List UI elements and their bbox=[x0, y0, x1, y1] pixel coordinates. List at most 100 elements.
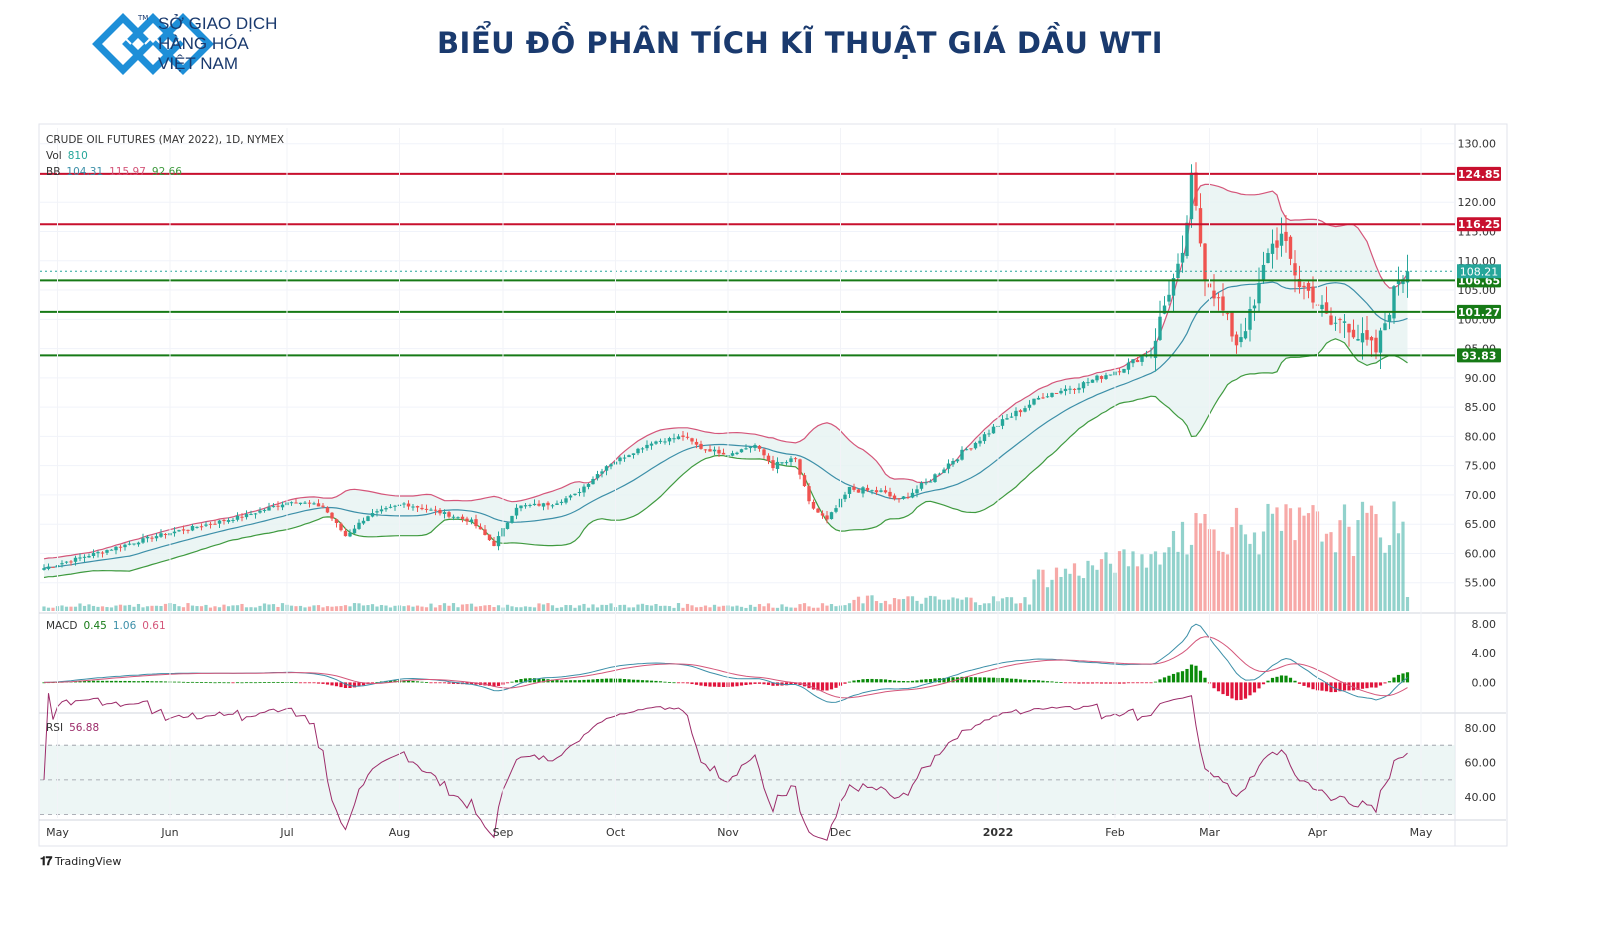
volume-bar bbox=[199, 606, 204, 611]
candle-body bbox=[1185, 222, 1189, 257]
volume-bar bbox=[100, 606, 105, 611]
volume-bar bbox=[483, 605, 487, 611]
tradingview-brand[interactable]: 𝟏𝟕 TradingView bbox=[40, 854, 121, 869]
volume-bar bbox=[1104, 552, 1108, 611]
bollinger-upper-line bbox=[43, 183, 1408, 560]
candle-body bbox=[271, 506, 276, 508]
candle-body bbox=[244, 514, 249, 518]
macd-histogram-bar bbox=[114, 680, 118, 683]
candle-body bbox=[717, 449, 721, 454]
volume-bar bbox=[622, 604, 627, 611]
candle-body bbox=[541, 503, 546, 507]
macd-histogram-bar bbox=[645, 680, 649, 683]
candle-body bbox=[564, 498, 568, 503]
macd-histogram-bar bbox=[978, 677, 982, 683]
volume-bar bbox=[96, 606, 100, 611]
candle-body bbox=[528, 504, 532, 506]
macd-histogram-bar bbox=[492, 682, 496, 687]
macd-histogram-bar bbox=[1266, 680, 1270, 683]
candle bbox=[1311, 276, 1315, 309]
macd-histogram-bar bbox=[1117, 682, 1122, 684]
candle-body bbox=[217, 520, 222, 524]
volume-bar bbox=[105, 607, 109, 611]
macd-histogram-bar bbox=[829, 682, 834, 690]
candle-body bbox=[312, 503, 316, 505]
candle bbox=[46, 563, 51, 571]
volume-bar bbox=[1095, 569, 1099, 611]
candle-body bbox=[1239, 337, 1243, 343]
candle bbox=[654, 440, 658, 445]
candle bbox=[919, 481, 924, 491]
candle bbox=[276, 501, 280, 511]
macd-histogram-bar bbox=[1036, 680, 1041, 683]
candle-body bbox=[1320, 304, 1324, 310]
candle bbox=[982, 431, 987, 444]
candle bbox=[357, 519, 361, 530]
macd-histogram-bar bbox=[1221, 682, 1225, 695]
macd-histogram-bar bbox=[1216, 682, 1221, 692]
candle bbox=[847, 486, 852, 499]
macd-histogram-bar bbox=[888, 679, 892, 683]
candle bbox=[910, 488, 915, 499]
macd-histogram-bar bbox=[163, 681, 168, 683]
volume-bar bbox=[744, 607, 748, 611]
candle bbox=[523, 503, 528, 509]
volume-bar bbox=[771, 607, 775, 611]
candle-body bbox=[330, 512, 334, 519]
candle bbox=[375, 508, 379, 517]
macd-histogram-bar bbox=[415, 681, 420, 683]
volume-bar bbox=[847, 603, 852, 611]
volume-bar bbox=[721, 605, 726, 611]
volume-bar bbox=[870, 595, 874, 611]
candle-body bbox=[478, 526, 483, 530]
volume-bar bbox=[829, 604, 834, 611]
candle-body bbox=[1225, 313, 1230, 315]
volume-bar bbox=[370, 604, 375, 611]
candle-body bbox=[537, 503, 541, 506]
macd-histogram-bar bbox=[1275, 676, 1279, 683]
macd-histogram-bar bbox=[1261, 682, 1266, 685]
macd-histogram-bar bbox=[721, 682, 726, 687]
macd-histogram-bar bbox=[933, 678, 937, 683]
candle bbox=[1243, 317, 1248, 340]
candle bbox=[208, 521, 213, 529]
candle bbox=[1117, 368, 1122, 376]
candle bbox=[816, 507, 820, 514]
macd-histogram-bar bbox=[924, 679, 928, 683]
candle-body bbox=[190, 526, 195, 531]
support-level-label: 101.27 bbox=[1458, 306, 1500, 319]
volume-bar bbox=[717, 606, 721, 611]
candle-body bbox=[438, 509, 442, 514]
candle-body bbox=[1180, 252, 1185, 263]
macd-histogram-bar bbox=[199, 682, 204, 683]
candle-body bbox=[339, 523, 343, 531]
macd-histogram-bar bbox=[487, 682, 492, 687]
macd-histogram-bar bbox=[690, 682, 694, 685]
volume-bar bbox=[496, 605, 501, 611]
macd-histogram-bar bbox=[964, 676, 969, 683]
volume-bar bbox=[1063, 568, 1068, 611]
candle-body bbox=[834, 508, 838, 512]
price-tick-label: 75.00 bbox=[1465, 460, 1497, 473]
macd-histogram-bar bbox=[960, 676, 964, 683]
candle bbox=[1288, 235, 1293, 266]
candle bbox=[829, 511, 834, 520]
volume-bar bbox=[514, 607, 519, 611]
candle-body bbox=[1023, 408, 1027, 412]
volume-bar bbox=[1392, 501, 1396, 611]
candle-body bbox=[906, 496, 910, 498]
volume-bar bbox=[294, 606, 298, 611]
volume-bar bbox=[555, 607, 559, 611]
candle-body bbox=[100, 552, 105, 554]
candle-body bbox=[1338, 319, 1342, 321]
macd-histogram-bar bbox=[856, 679, 861, 683]
candle-body bbox=[681, 435, 685, 437]
macd-histogram-bar bbox=[1383, 682, 1387, 684]
candle bbox=[775, 457, 780, 474]
macd-histogram-bar bbox=[145, 680, 150, 683]
volume-bar bbox=[226, 606, 231, 611]
candle-body bbox=[357, 522, 361, 529]
volume-bar bbox=[780, 604, 784, 611]
macd-histogram-bar bbox=[519, 679, 523, 683]
